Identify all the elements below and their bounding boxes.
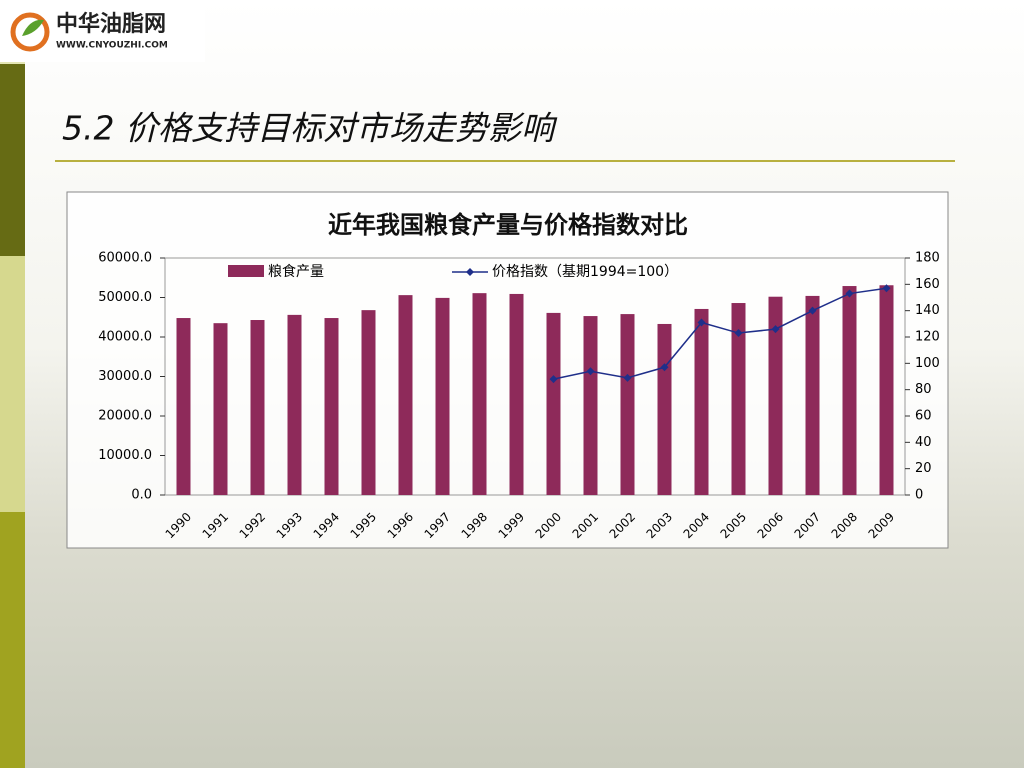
bar [472,293,487,495]
bar [768,296,783,495]
bar [435,297,450,495]
legend-marker [466,268,474,276]
y-tick-label: 20000.0 [98,409,152,424]
y2-tick-label: 120 [915,330,940,345]
bar [176,318,191,495]
bar [250,320,265,495]
line-marker [734,329,743,338]
line-marker [586,367,595,376]
line-marker [845,289,854,298]
slide-title: 5.2 价格支持目标对市场走势影响 [62,109,558,148]
line-marker [808,306,817,315]
bar [879,285,894,495]
line-marker [660,363,669,372]
bar [324,318,339,495]
line-marker [623,373,632,382]
line-marker [697,318,706,327]
bar [361,310,376,495]
line-marker [771,325,780,334]
line-marker [549,375,558,384]
y-tick-label: 0.0 [131,488,152,503]
y2-tick-label: 80 [915,382,932,397]
legend-swatch [228,265,264,277]
y2-tick-label: 100 [915,356,940,371]
bar [842,286,857,495]
left-strip-dark [0,64,25,256]
bar [546,312,561,495]
logo-name: 中华油脂网 [56,11,166,37]
legend-label: 粮食产量 [268,263,324,280]
y2-tick-label: 40 [915,435,932,450]
logo-url: WWW.CNYOUZHI.COM [56,41,168,51]
bar [213,323,228,495]
bar [583,316,598,495]
logo-icon [10,12,50,52]
bar [620,314,635,495]
y-tick-label: 30000.0 [98,369,152,384]
line [553,287,887,380]
bar [694,308,709,495]
y-tick-label: 10000.0 [98,448,152,463]
bar [657,323,672,495]
legend-label: 价格指数（基期1994=100） [492,263,678,280]
bar [805,295,820,495]
y2-tick-label: 180 [915,251,940,266]
left-strip-light [0,256,25,512]
bar [287,314,302,495]
bar [731,303,746,495]
bar [398,295,413,495]
y-tick-label: 60000.0 [98,251,152,266]
y-tick-label: 40000.0 [98,330,152,345]
logo-leaf [22,19,44,36]
y2-tick-label: 160 [915,277,940,292]
chart-title: 近年我国粮食产量与价格指数对比 [328,211,688,239]
y2-tick-label: 140 [915,303,940,318]
bar [509,293,524,495]
left-strip-mid [0,512,25,768]
y-tick-label: 50000.0 [98,290,152,305]
y2-tick-label: 0 [915,488,923,503]
y2-tick-label: 20 [915,461,932,476]
line-marker [882,284,891,293]
y2-tick-label: 60 [915,409,932,424]
